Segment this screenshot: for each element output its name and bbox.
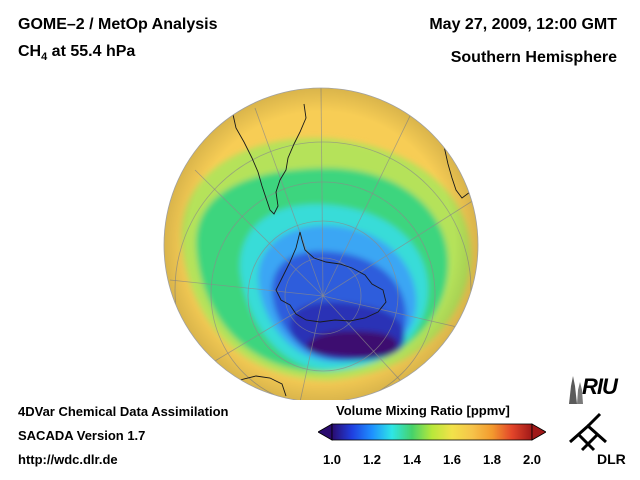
species-subscript: 4: [41, 51, 48, 64]
dlr-logo-text: DLR: [597, 451, 626, 467]
colorbar-gradient: [331, 423, 533, 441]
colorbar-tick-label: 1.0: [322, 452, 342, 467]
species-label: CH4 at 55.4 hPa: [18, 43, 135, 63]
colorbar-tick-label: 1.2: [362, 452, 382, 467]
datetime-label: May 27, 2009, 12:00 GMT: [429, 16, 617, 33]
colorbar-tick-label: 2.0: [522, 452, 542, 467]
globe-map: [163, 87, 479, 400]
colorbar-tick-label: 1.6: [442, 452, 462, 467]
colorbar-tick-label: 1.4: [402, 452, 422, 467]
map-title: GOME–2 / MetOp Analysis: [18, 16, 218, 33]
colorbar-title: Volume Mixing Ratio [ppmv]: [336, 403, 510, 418]
colorbar-arrow-low: [318, 423, 333, 441]
globe-outline: [163, 87, 479, 400]
riu-logo-icon: [569, 376, 583, 404]
species-suffix: at 55.4 hPa: [47, 43, 136, 60]
credit-line-1: 4DVar Chemical Data Assimilation: [18, 404, 229, 419]
riu-logo-text: RIU: [582, 374, 618, 399]
dlr-logo-icon: [569, 412, 607, 452]
colorbar: [318, 423, 546, 441]
credit-url-link[interactable]: http://wdc.dlr.de: [18, 452, 118, 467]
species-prefix: CH: [18, 43, 42, 60]
hemisphere-label: Southern Hemisphere: [450, 49, 617, 66]
colorbar-arrow-high: [531, 423, 546, 441]
colorbar-tick-label: 1.8: [482, 452, 502, 467]
credit-line-2: SACADA Version 1.7: [18, 428, 146, 443]
